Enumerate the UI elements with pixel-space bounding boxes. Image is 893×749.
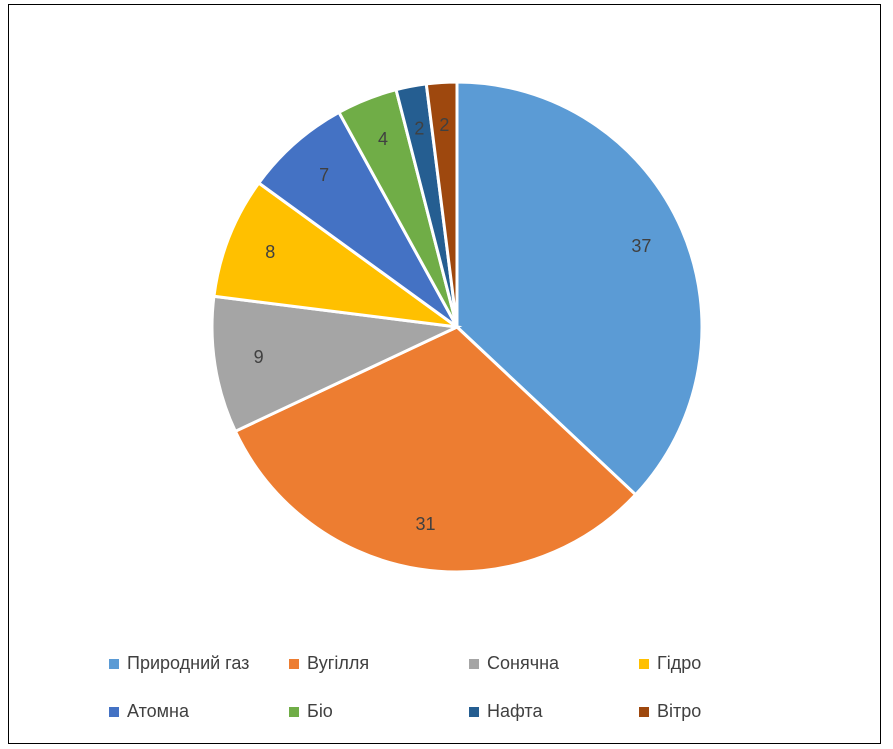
legend-label-solar: Сонячна xyxy=(487,653,560,673)
legend-item-natural-gas: Природний газ xyxy=(109,653,249,674)
data-label-nuclear: 7 xyxy=(319,165,329,185)
legend-item-coal: Вугілля xyxy=(289,653,369,674)
legend-swatch-natural-gas xyxy=(109,658,119,669)
legend-item-wind: Вітро xyxy=(639,701,701,722)
data-label-wind: 2 xyxy=(439,115,449,135)
pie-slice-hydro xyxy=(212,180,458,329)
data-label-natural-gas: 37 xyxy=(631,236,651,256)
legend: Природний газ Вугілля Сонячна Гідро Атом… xyxy=(109,653,809,749)
legend-item-hydro: Гідро xyxy=(639,653,701,674)
data-label-solar: 9 xyxy=(254,347,264,367)
legend-label-hydro: Гідро xyxy=(657,653,702,673)
legend-swatch-wind xyxy=(639,706,649,717)
legend-swatch-bio xyxy=(289,706,299,717)
legend-row-1: Природний газ Вугілля Сонячна Гідро xyxy=(109,653,809,701)
legend-label-coal: Вугілля xyxy=(307,653,370,673)
pie-slice-solar xyxy=(210,294,463,434)
legend-swatch-oil xyxy=(469,706,479,717)
data-label-oil: 2 xyxy=(414,118,424,138)
legend-swatch-coal xyxy=(289,658,299,669)
legend-label-wind: Вітро xyxy=(657,701,702,721)
legend-item-bio: Біо xyxy=(289,701,333,722)
legend-label-nuclear: Атомна xyxy=(127,701,189,721)
legend-item-solar: Сонячна xyxy=(469,653,559,674)
data-label-coal: 31 xyxy=(416,514,436,534)
pie-slice-natural-gas xyxy=(455,80,704,497)
legend-swatch-hydro xyxy=(639,658,649,669)
data-label-hydro: 8 xyxy=(265,242,275,262)
chart-frame: 37 31 9 8 7 4 2 2 Природний газ Вугілля Сонячна… xyxy=(8,4,881,744)
data-label-bio: 4 xyxy=(378,129,388,149)
pie-slice-nuclear xyxy=(256,110,459,329)
legend-label-natural-gas: Природний газ xyxy=(127,653,250,673)
legend-item-oil: Нафта xyxy=(469,701,542,722)
legend-label-oil: Нафта xyxy=(487,701,543,721)
pie-slice-wind xyxy=(424,80,459,328)
legend-item-nuclear: Атомна xyxy=(109,701,189,722)
legend-row-2: Атомна Біо Нафта Вітро xyxy=(109,701,809,749)
legend-swatch-solar xyxy=(469,658,479,669)
legend-label-bio: Біо xyxy=(307,701,333,721)
legend-swatch-nuclear xyxy=(109,706,119,717)
pie-slice-coal xyxy=(233,325,638,574)
pie-chart: 37 31 9 8 7 4 2 2 xyxy=(210,80,704,574)
